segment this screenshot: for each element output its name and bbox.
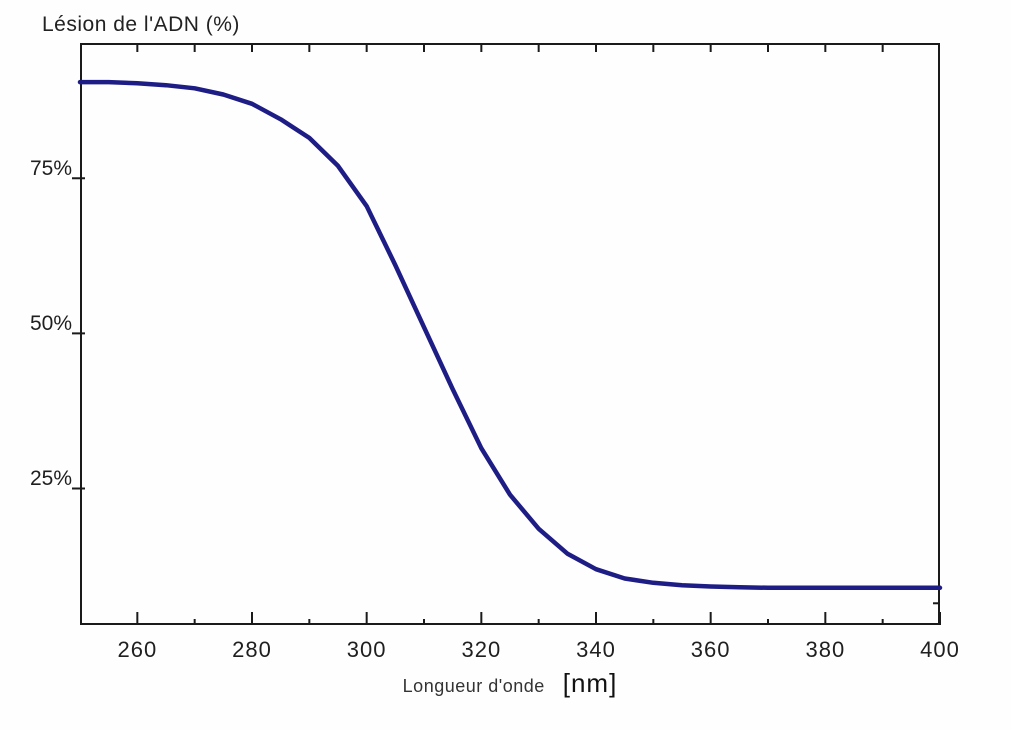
x-tick-label: 400 (920, 637, 960, 662)
x-tick-label: 260 (117, 637, 158, 662)
x-tick-label: 320 (461, 637, 502, 662)
x-axis-caption: Longueur d'onde [nm] (80, 668, 940, 699)
y-tick-label: 50% (29, 312, 72, 336)
x-axis-unit-text: [nm] (562, 668, 618, 698)
x-tick-label: 300 (346, 637, 387, 662)
x-tick-label: 360 (690, 637, 731, 662)
y-tick-label: 25% (29, 467, 72, 491)
x-tick-label: 380 (805, 637, 846, 662)
x-tick-label: 340 (576, 637, 616, 662)
dna-damage-curve (77, 79, 943, 591)
plot-border (80, 43, 940, 625)
y-tick-label: 75% (29, 157, 72, 181)
x-axis-caption-text: Longueur d'onde (402, 676, 545, 696)
plot-area-svg (72, 43, 943, 625)
chart-title: Lésion de l'ADN (%) (42, 13, 240, 36)
x-tick-label: 280 (232, 637, 272, 662)
